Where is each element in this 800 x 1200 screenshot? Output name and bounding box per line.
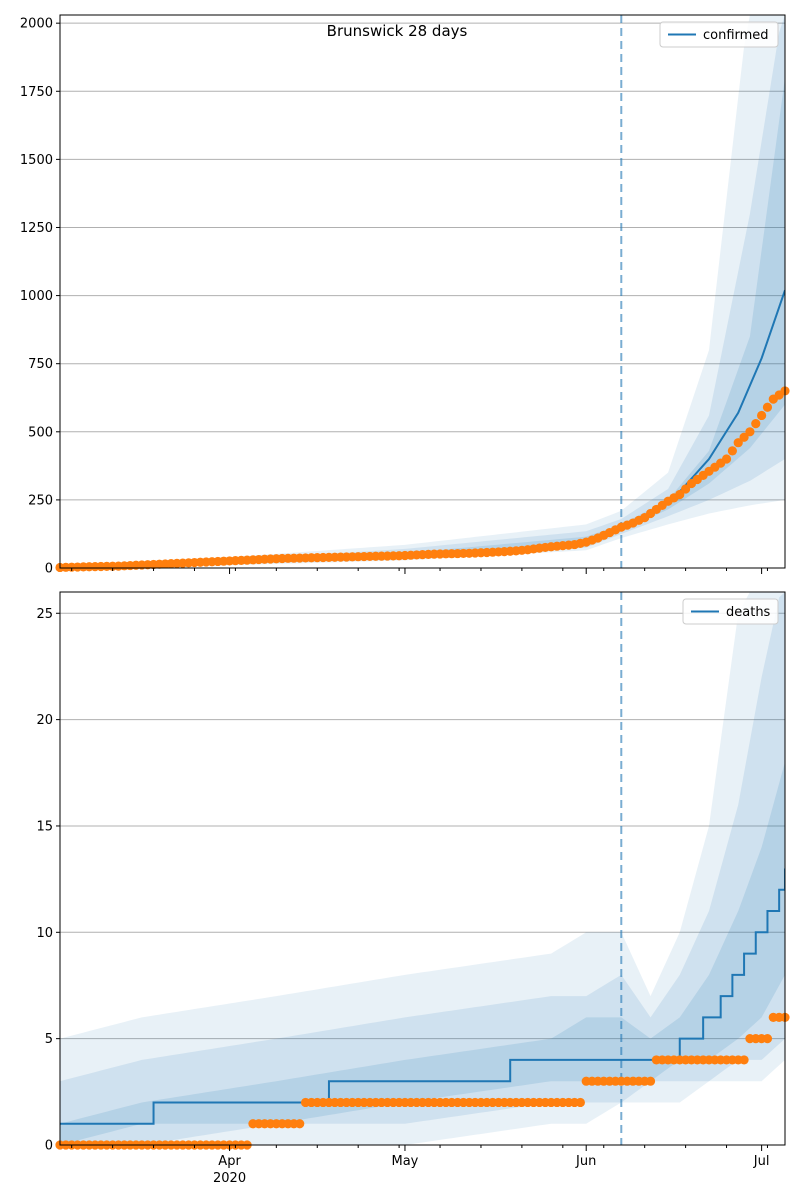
y-tick-label: 20	[36, 713, 53, 728]
observed-point	[733, 438, 743, 448]
y-tick-label: 0	[45, 562, 53, 577]
model-series-line	[60, 868, 785, 1125]
confirmed-panel: 0 250 500 750 1000 1250 1500 1750 2000 confirmed	[20, 14, 790, 577]
uncertainty-band	[60, 15, 785, 568]
plot-frame	[59, 591, 786, 1146]
y-tick-label: 15	[36, 819, 53, 834]
y-tick-label: 1250	[20, 221, 53, 236]
y-tick-label: 2000	[20, 17, 53, 32]
observed-point	[721, 454, 732, 464]
uncertainty-band	[60, 15, 785, 568]
observed-point	[675, 489, 685, 500]
y-tick-label: 1500	[20, 153, 53, 168]
observed-point	[681, 484, 691, 494]
y-tick-label: 1750	[20, 85, 53, 100]
plot-frame	[59, 14, 786, 569]
model-series-line	[60, 289, 785, 568]
y-tick-label: 5	[45, 1032, 53, 1047]
observed-point	[751, 419, 761, 429]
observed-point	[575, 1097, 585, 1108]
observed-point	[645, 1076, 656, 1086]
observed-point	[295, 1119, 305, 1129]
uncertainty-band	[60, 762, 785, 1145]
y-tick-label: 500	[28, 425, 53, 440]
observed-point	[762, 1034, 773, 1044]
uncertainty-band	[60, 592, 785, 1145]
y-tick-label: 250	[28, 493, 53, 508]
legend-label: confirmed	[703, 28, 769, 43]
x-tick-label: May	[392, 1154, 419, 1169]
observed-point	[739, 432, 749, 442]
observed-point	[762, 402, 773, 412]
legend-box	[682, 598, 779, 625]
x-tick-label: Jul	[753, 1154, 770, 1169]
x-tick-label: Apr	[218, 1154, 241, 1169]
y-tick-label: 0	[45, 1139, 53, 1154]
y-tick-label: 25	[36, 607, 53, 622]
x-tick-label: Jun	[575, 1154, 596, 1169]
observed-point	[739, 1055, 749, 1065]
uncertainty-band	[60, 592, 785, 1145]
legend-box	[659, 21, 779, 48]
y-tick-label: 10	[36, 926, 53, 941]
y-tick-label: 1000	[20, 289, 53, 304]
y-tick-label: 750	[28, 357, 53, 372]
observed-point	[727, 446, 737, 456]
x-tick-sublabel: 2020	[213, 1171, 246, 1186]
deaths-panel: 0 5 10 15 20 25 Apr 2020 May Jun Jul deaths	[36, 591, 790, 1186]
observed-point	[745, 427, 755, 437]
legend-label: deaths	[726, 605, 771, 620]
observed-point	[757, 410, 767, 421]
chart-title: Brunswick 28 days	[327, 22, 468, 40]
